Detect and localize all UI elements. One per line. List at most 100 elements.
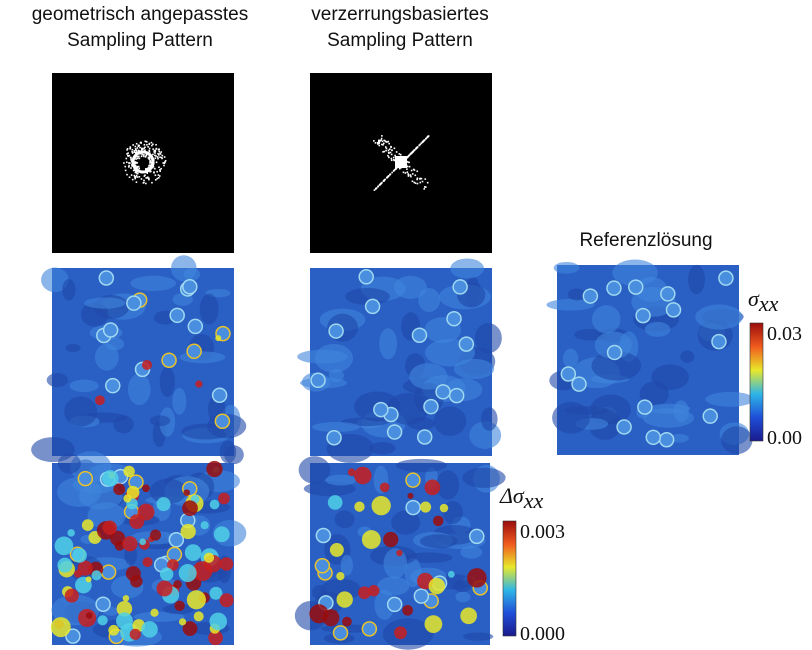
heatmap-hotspot	[420, 502, 431, 513]
sample-dot	[386, 141, 388, 143]
sample-dot	[146, 144, 148, 146]
sample-dot	[129, 176, 131, 178]
heatmap-hotspot	[194, 611, 204, 621]
sample-dot	[131, 174, 133, 176]
sample-dot	[378, 140, 380, 142]
sample-dot	[424, 186, 426, 188]
heatmap-inclusion	[99, 271, 113, 285]
sample-dot	[126, 153, 128, 155]
heatmap-inclusion	[453, 280, 467, 294]
sample-dot	[129, 155, 131, 157]
heatmap-hotspot	[206, 461, 222, 477]
sample-dot	[163, 165, 165, 167]
sample-dot	[423, 188, 425, 190]
heatmap-hotspot	[380, 483, 390, 493]
sample-dot	[158, 177, 160, 179]
heatmap-shade	[481, 407, 498, 430]
heatmap-shade	[220, 441, 237, 464]
sample-dot	[156, 162, 158, 164]
sample-dot	[151, 142, 153, 144]
sample-dot	[396, 151, 398, 153]
heatmap-hotspot	[98, 615, 108, 625]
sample-dot	[403, 172, 405, 174]
heatmap-inclusion	[414, 589, 428, 603]
sample-dot	[148, 144, 150, 146]
sample-dot	[158, 149, 160, 151]
heatmap-hotspot	[103, 521, 117, 535]
heatmap-hotspot	[102, 470, 119, 487]
sample-dot	[413, 182, 415, 184]
sample-dot	[391, 150, 393, 152]
heatmap-hotspot	[78, 609, 96, 627]
sample-dot	[164, 156, 166, 158]
heatmap-shade	[47, 373, 68, 387]
heatmap-hotspot	[394, 626, 407, 639]
sample-dot	[138, 168, 140, 170]
heatmap-inclusion	[661, 287, 675, 301]
sample-dot	[412, 180, 414, 182]
heatmap-shade	[394, 276, 427, 299]
heatmap-hotspot	[220, 593, 234, 607]
sample-dot	[410, 176, 412, 178]
heatmap-hotspot	[407, 493, 413, 499]
sample-dot	[135, 148, 137, 150]
sample-dot	[399, 153, 401, 155]
sample-dot	[418, 145, 420, 147]
sample-dot	[407, 173, 409, 175]
heatmap-hotspot	[55, 537, 74, 556]
heatmap-hotspot	[173, 580, 181, 588]
sample-dot	[162, 162, 164, 164]
heatmap-inclusion	[583, 289, 597, 303]
heatmap-hotspot	[183, 489, 190, 496]
heatmap-shade	[70, 379, 99, 392]
heatmap-inclusion	[660, 433, 674, 447]
heatmap-hotspot	[143, 557, 153, 567]
heatmap-shade	[128, 374, 151, 405]
heatmap-inclusion	[315, 559, 329, 573]
heatmap-inclusion	[366, 299, 380, 313]
column-title: Sampling Pattern	[327, 30, 473, 51]
heatmap-hotspot	[467, 568, 486, 587]
heatmap-shade	[160, 367, 175, 397]
sample-dot	[400, 154, 402, 156]
reference-title: Referenzlösung	[579, 230, 712, 251]
heatmap-hotspot	[210, 500, 220, 510]
sample-dot	[374, 189, 376, 191]
sample-dot	[130, 167, 132, 169]
heatmap-shade	[84, 297, 125, 308]
sample-dot	[154, 157, 156, 159]
heatmap-inclusion	[572, 377, 586, 391]
sample-dot	[388, 157, 390, 159]
sample-dot	[126, 174, 128, 176]
heatmap-hotspot	[201, 521, 209, 529]
sample-dot	[388, 143, 390, 145]
sample-dot	[411, 152, 413, 154]
sample-dot	[405, 172, 407, 174]
sample-dot	[159, 175, 161, 177]
heatmap-shade	[384, 548, 408, 578]
sample-dot	[127, 148, 129, 150]
colorbar-label: 0.000	[520, 623, 565, 645]
heatmap-shade	[58, 454, 81, 474]
heatmap-hotspot	[383, 532, 398, 547]
heatmap-shade	[130, 276, 176, 291]
sample-dot	[155, 179, 157, 181]
sample-dot	[135, 176, 137, 178]
sample-dot	[144, 141, 146, 143]
sample-dot	[387, 176, 389, 178]
sample-dot	[383, 151, 385, 153]
heatmap-hotspot	[123, 494, 131, 502]
sample-dot	[145, 177, 147, 179]
heatmap-hotspot	[141, 621, 158, 638]
sample-dot	[411, 170, 413, 172]
heatmap-inclusion	[170, 308, 184, 322]
sample-dot	[156, 148, 158, 150]
sample-dot	[162, 155, 164, 157]
sample-dot	[132, 152, 134, 154]
sample-dot	[152, 148, 154, 150]
sample-dot	[378, 145, 380, 147]
heatmap-shade	[325, 475, 356, 486]
heatmap-hotspot	[342, 617, 352, 627]
sample-dot	[138, 144, 140, 146]
sample-dot	[158, 151, 160, 153]
